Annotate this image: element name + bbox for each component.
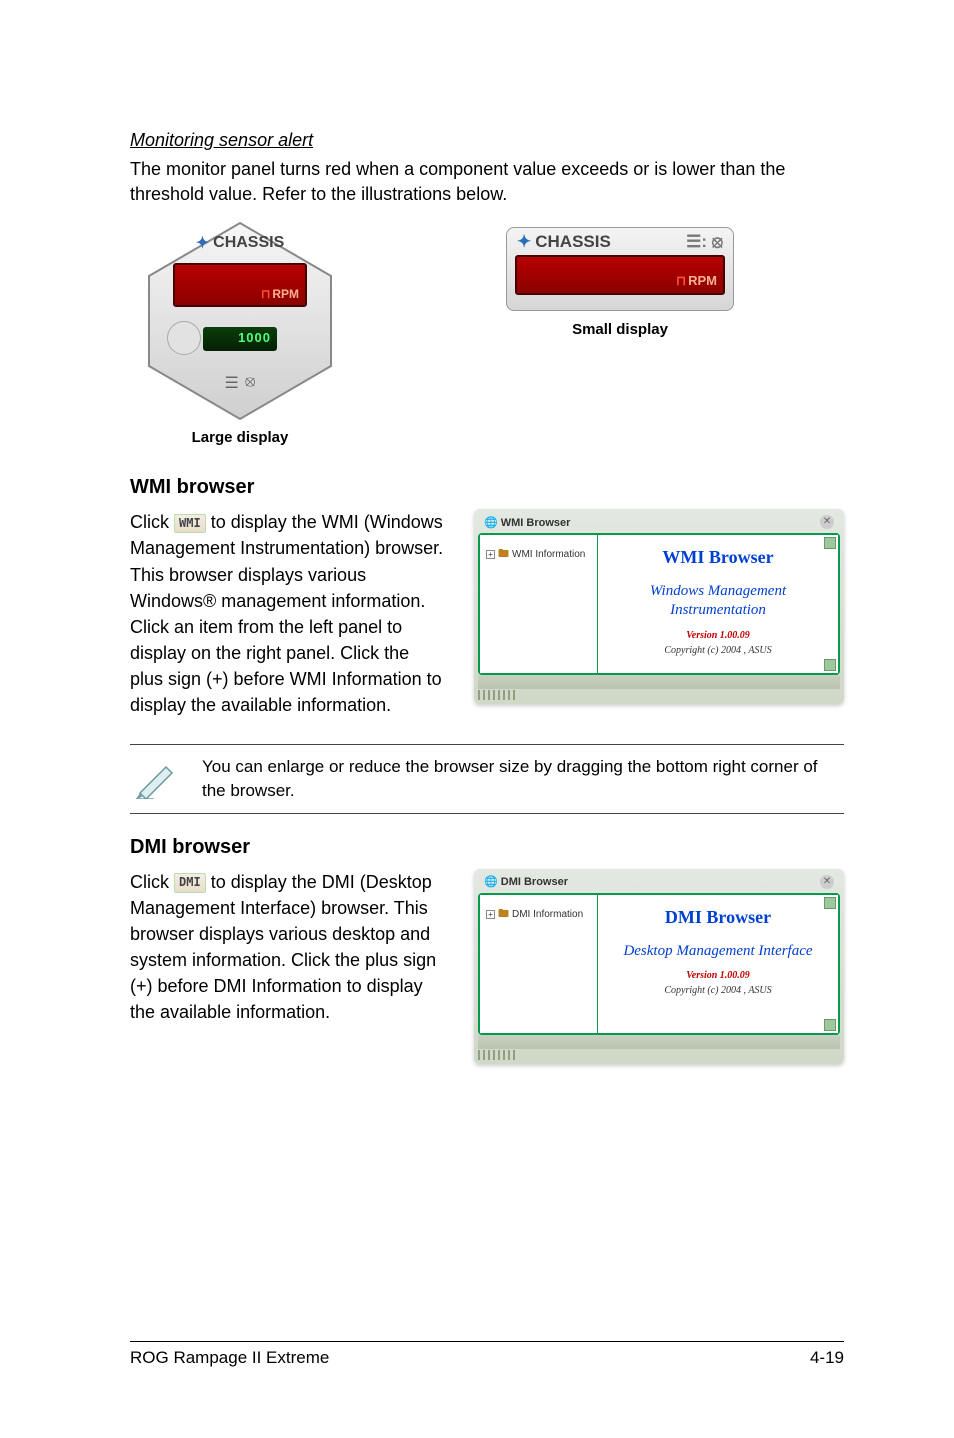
browser-footer xyxy=(478,1035,840,1049)
pencil-note-icon xyxy=(134,755,178,799)
close-icon[interactable]: ✕ xyxy=(820,875,834,889)
bottom-controls: ☰ ⦻ xyxy=(225,373,256,393)
close-icon: ⦻ xyxy=(245,373,256,393)
scroll-down-icon[interactable] xyxy=(824,659,836,671)
small-display-caption: Small display xyxy=(490,321,750,338)
globe-icon: 🌐 xyxy=(484,517,498,529)
wmi-button[interactable]: WMI xyxy=(174,514,206,533)
dmi-tree-item[interactable]: + 🖿 DMI Information xyxy=(486,905,591,924)
dmi-content-title: DMI Browser xyxy=(606,907,830,928)
page-footer: ROG Rampage II Extreme 4-19 xyxy=(130,1341,844,1368)
globe-icon: 🌐 xyxy=(484,876,498,888)
wmi-description: Click WMI to display the WMI (Windows Ma… xyxy=(130,509,444,718)
note-box: You can enlarge or reduce the browser si… xyxy=(130,744,844,814)
footer-left: ROG Rampage II Extreme xyxy=(130,1348,329,1368)
wmi-content-title: WMI Browser xyxy=(606,547,830,568)
chassis-label-small: CHASSIS xyxy=(535,232,611,252)
large-display-caption: Large display xyxy=(130,429,350,446)
dmi-heading: DMI browser xyxy=(130,836,844,859)
dmi-content-sub: Desktop Management Interface xyxy=(606,942,830,961)
note-text: You can enlarge or reduce the browser si… xyxy=(202,755,840,803)
browser-footer xyxy=(478,675,840,689)
wmi-tree[interactable]: + 🖿 WMI Information xyxy=(480,535,598,673)
wmi-tree-item[interactable]: + 🖿 WMI Information xyxy=(486,545,591,564)
red-alert-panel-large: RPM xyxy=(173,263,307,307)
wmi-content-copy: Copyright (c) 2004 , ASUS xyxy=(606,645,830,656)
expand-icon[interactable]: + xyxy=(486,550,495,559)
expand-icon[interactable]: + xyxy=(486,910,495,919)
wmi-heading: WMI browser xyxy=(130,476,844,499)
dmi-content-version: Version 1.00.09 xyxy=(606,970,830,981)
wmi-tree-label: WMI Information xyxy=(512,549,585,560)
dmi-content-copy: Copyright (c) 2004 , ASUS xyxy=(606,985,830,996)
folder-icon: 🖿 xyxy=(498,905,509,924)
dmi-tree-label: DMI Information xyxy=(512,909,583,920)
list-icon: ☰ xyxy=(225,373,239,393)
wmi-text-after: to display the WMI (Windows Management I… xyxy=(130,512,443,715)
small-display: ✦ CHASSIS ☰: ⦻ RPM Small display xyxy=(490,227,750,338)
dmi-content: DMI Browser Desktop Management Interface… xyxy=(598,895,838,1033)
rpm-label-small: RPM xyxy=(676,273,717,289)
wmi-content-sub: Windows Management Instrumentation xyxy=(606,582,830,620)
dmi-tree[interactable]: + 🖿 DMI Information xyxy=(480,895,598,1033)
resize-grip-icon[interactable] xyxy=(478,690,518,700)
close-icon[interactable]: ✕ xyxy=(820,515,834,529)
wmi-content-version: Version 1.00.09 xyxy=(606,630,830,641)
monitoring-heading: Monitoring sensor alert xyxy=(130,130,844,151)
scroll-up-icon[interactable] xyxy=(824,897,836,909)
dmi-text-after: to display the DMI (Desktop Management I… xyxy=(130,872,436,1022)
scroll-up-icon[interactable] xyxy=(824,537,836,549)
large-display: ✦ CHASSIS RPM 1000 ☰ ⦻ Large display xyxy=(130,221,350,446)
green-value-panel: 1000 xyxy=(203,327,277,351)
chassis-label-large: ✦ CHASSIS xyxy=(196,233,285,253)
dmi-text-before: Click xyxy=(130,872,174,892)
dmi-button[interactable]: DMI xyxy=(174,873,206,892)
wmi-titlebar: WMI Browser xyxy=(501,517,571,529)
rpm-label-large: RPM xyxy=(261,287,299,301)
dmi-description: Click DMI to display the DMI (Desktop Ma… xyxy=(130,869,444,1026)
wmi-text-before: Click xyxy=(130,512,174,532)
dmi-browser-window: 🌐 DMI Browser ✕ + 🖿 DMI Information DMI … xyxy=(474,869,844,1064)
fan-icon: ✦ xyxy=(517,232,531,252)
scroll-down-icon[interactable] xyxy=(824,1019,836,1031)
resize-grip-icon[interactable] xyxy=(478,1050,518,1060)
fan-icon: ✦ xyxy=(196,233,209,253)
wmi-browser-window: 🌐 WMI Browser ✕ + 🖿 WMI Information WMI … xyxy=(474,509,844,704)
folder-icon: 🖿 xyxy=(498,545,509,564)
dmi-titlebar: DMI Browser xyxy=(501,876,568,888)
chassis-label-text: CHASSIS xyxy=(213,234,284,252)
monitoring-body: The monitor panel turns red when a compo… xyxy=(130,157,844,207)
close-icon: ⦻ xyxy=(712,232,723,251)
footer-right: 4-19 xyxy=(810,1348,844,1368)
red-alert-panel-small: RPM xyxy=(515,255,725,295)
wmi-content: WMI Browser Windows Management Instrumen… xyxy=(598,535,838,673)
list-icon: ☰: xyxy=(686,232,707,251)
